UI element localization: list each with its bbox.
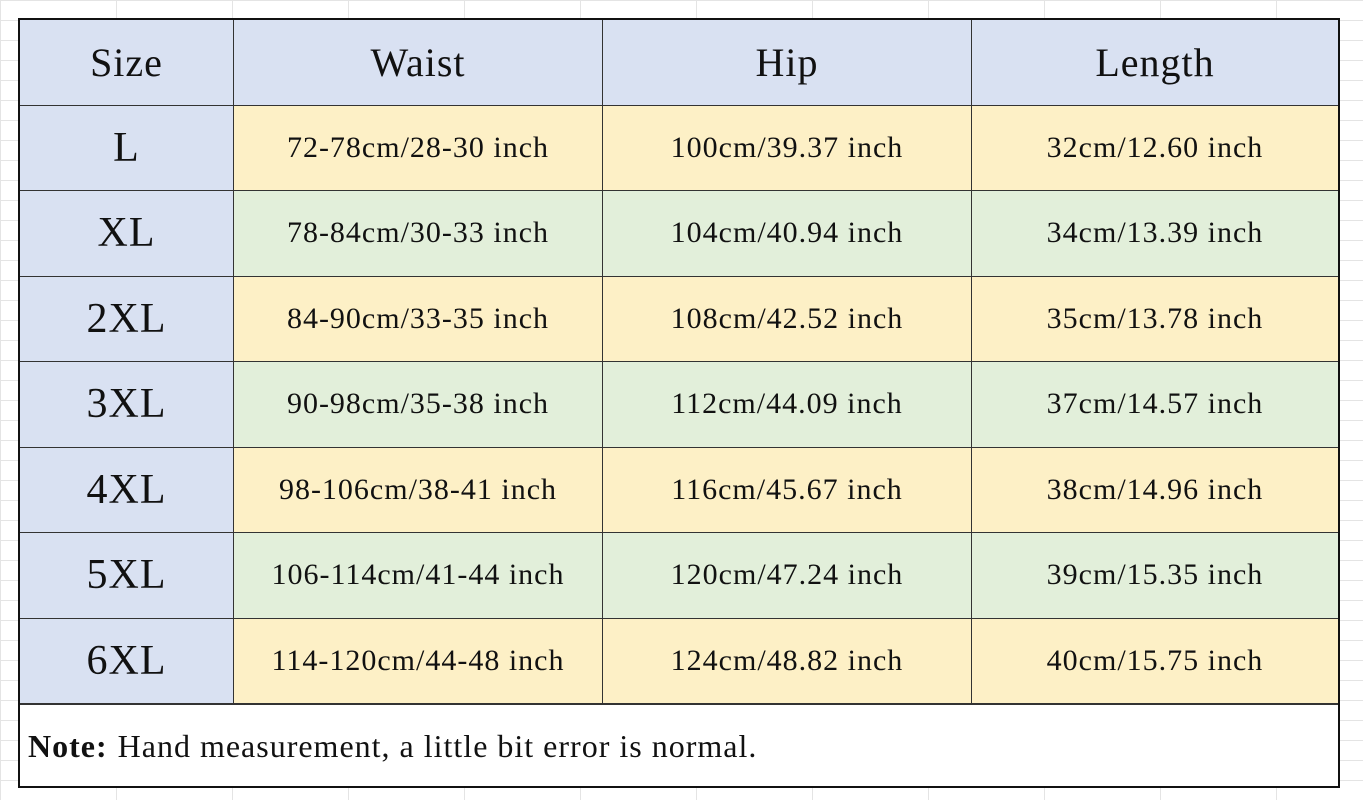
size-cell: 3XL <box>20 362 234 448</box>
size-cell: 6XL <box>20 618 234 704</box>
measure-cell: 116cm/45.67 inch <box>603 447 972 533</box>
measure-cell: 104cm/40.94 inch <box>603 191 972 277</box>
measure-cell: 84-90cm/33-35 inch <box>234 276 603 362</box>
size-cell: L <box>20 105 234 191</box>
note: Note: Hand measurement, a little bit err… <box>28 705 757 787</box>
size-cell: 5XL <box>20 533 234 619</box>
measure-cell: 34cm/13.39 inch <box>972 191 1338 277</box>
measure-cell: 112cm/44.09 inch <box>603 362 972 448</box>
measure-cell: 108cm/42.52 inch <box>603 276 972 362</box>
measure-cell: 90-98cm/35-38 inch <box>234 362 603 448</box>
measure-cell: 35cm/13.78 inch <box>972 276 1338 362</box>
measure-cell: 32cm/12.60 inch <box>972 105 1338 191</box>
size-table: Note: Hand measurement, a little bit err… <box>18 18 1340 788</box>
note-row: Note: Hand measurement, a little bit err… <box>20 704 1338 787</box>
measure-cell: 98-106cm/38-41 inch <box>234 447 603 533</box>
measure-cell: 120cm/47.24 inch <box>603 533 972 619</box>
measure-cell: 37cm/14.57 inch <box>972 362 1338 448</box>
measure-cell: 40cm/15.75 inch <box>972 618 1338 704</box>
measure-cell: 78-84cm/30-33 inch <box>234 191 603 277</box>
measure-cell: 114-120cm/44-48 inch <box>234 618 603 704</box>
header-cell: Hip <box>603 20 972 106</box>
header-cell: Waist <box>234 20 603 106</box>
header-cell: Size <box>20 20 234 106</box>
measure-cell: 106-114cm/41-44 inch <box>234 533 603 619</box>
measure-cell: 124cm/48.82 inch <box>603 618 972 704</box>
measure-cell: 72-78cm/28-30 inch <box>234 105 603 191</box>
measure-cell: 100cm/39.37 inch <box>603 105 972 191</box>
header-cell: Length <box>972 20 1338 106</box>
measure-cell: 38cm/14.96 inch <box>972 447 1338 533</box>
measure-cell: 39cm/15.35 inch <box>972 533 1338 619</box>
size-cell: 2XL <box>20 276 234 362</box>
size-cell: XL <box>20 191 234 277</box>
size-cell: 4XL <box>20 447 234 533</box>
note-label: Note: <box>28 727 108 764</box>
note-text: Hand measurement, a little bit error is … <box>117 727 758 764</box>
